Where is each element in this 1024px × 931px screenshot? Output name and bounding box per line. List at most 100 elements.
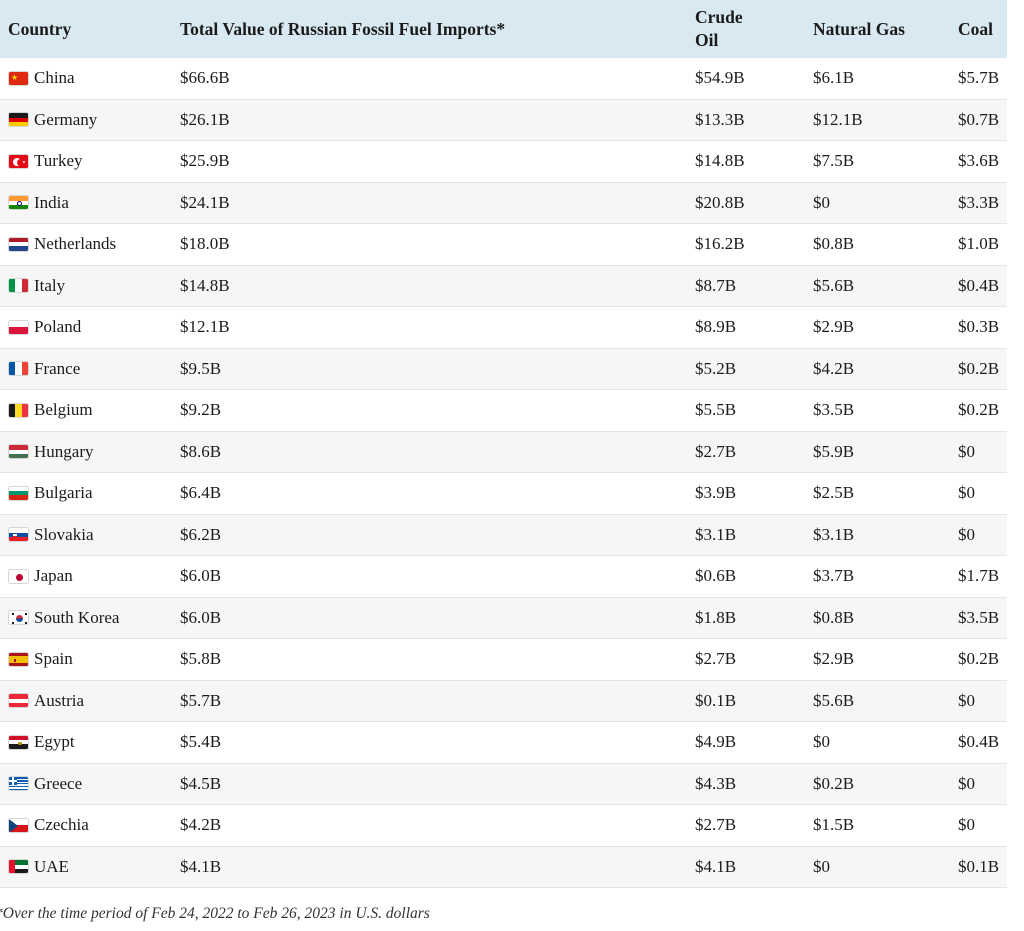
total-value-cell: $6.4B [180,483,222,503]
table-row: South Korea $6.0B $1.8B $0.8B $3.5B [0,597,1007,639]
crude-oil-cell: $8.7B [695,275,737,295]
country-name: Austria [34,690,85,710]
natural-gas-cell: $3.7B [813,566,855,586]
total-value-cell: $5.7B [180,690,222,710]
table-row: Hungary $8.6B $2.7B $5.9B $0 [0,431,1007,473]
table-row: UAE $4.1B $4.1B $0 $0.1B [0,846,1007,888]
crude-oil-cell: $4.3B [695,773,737,793]
table-row: Netherlands $18.0B $16.2B $0.8B $1.0B [0,224,1007,266]
country-name: Slovakia [34,524,94,544]
country-cell: Egypt [0,732,180,752]
natural-gas-cell: $2.9B [813,317,855,337]
country-name: Poland [34,317,82,337]
coal-cell: $0 [958,773,975,793]
table-header-row: Country Total Value of Russian Fossil Fu… [0,0,1007,58]
table-row: Spain $5.8B $2.7B $2.9B $0.2B [0,639,1007,681]
country-cell: Japan [0,566,180,586]
natural-gas-cell: $0 [813,732,830,752]
flag-spain-icon [8,651,29,667]
total-value-cell: $8.6B [180,441,222,461]
coal-cell: $0 [958,441,975,461]
country-cell: Bulgaria [0,483,180,503]
flag-slovakia-icon [8,527,29,543]
crude-oil-cell: $2.7B [695,441,737,461]
total-value-cell: $6.0B [180,566,222,586]
country-name: Turkey [34,151,83,171]
crude-oil-cell: $2.7B [695,649,737,669]
flag-france-icon [8,361,29,377]
crude-oil-cell: $4.9B [695,732,737,752]
coal-cell: $0.1B [958,856,1000,876]
crude-oil-cell: $3.9B [695,483,737,503]
crude-oil-cell: $16.2B [695,234,745,254]
crude-oil-cell: $13.3B [695,109,745,129]
crude-oil-header-label: Crude Oil [695,7,743,50]
total-value-cell: $5.4B [180,732,222,752]
natural-gas-cell: $2.5B [813,483,855,503]
country-name: Japan [34,566,73,586]
country-cell: Slovakia [0,525,180,545]
total-value-cell: $9.5B [180,358,222,378]
crude-oil-cell: $20.8B [695,192,745,212]
coal-cell: $0.4B [958,275,1000,295]
total-value-cell: $6.2B [180,524,222,544]
table-footnote: *Over the time period of Feb 24, 2022 to… [0,905,430,922]
coal-cell: $0 [958,483,975,503]
country-name: India [34,192,69,212]
flag-india-icon [8,195,29,211]
coal-cell: $0.4B [958,732,1000,752]
coal-cell: $0.2B [958,358,1000,378]
total-value-cell: $12.1B [180,317,230,337]
country-cell: Hungary [0,442,180,462]
total-value-cell: $24.1B [180,192,230,212]
crude-oil-cell: $1.8B [695,607,737,627]
flag-china-icon: ★ [8,70,29,86]
country-cell: Poland [0,317,180,337]
coal-cell: $1.0B [958,234,1000,254]
natural-gas-cell: $0.8B [813,607,855,627]
flag-japan-icon [8,568,29,584]
table-body: ★ China $66.6B $54.9B $6.1B $5.7B Germany $26.1… [0,58,1007,888]
flag-poland-icon [8,319,29,335]
coal-cell: $3.5B [958,607,1000,627]
flag-egypt-icon [8,734,29,750]
table-row: Egypt $5.4B $4.9B $0 $0.4B [0,722,1007,764]
coal-cell: $3.3B [958,192,1000,212]
total-value-cell: $66.6B [180,68,230,88]
crude-oil-cell: $2.7B [695,815,737,835]
natural-gas-cell: $0.8B [813,234,855,254]
table-row: Austria $5.7B $0.1B $5.6B $0 [0,680,1007,722]
column-header-crude-oil: Crude Oil [695,6,813,52]
fossil-fuel-imports-table: Country Total Value of Russian Fossil Fu… [0,0,1007,888]
column-header-coal: Coal [958,18,993,39]
crude-oil-cell: $3.1B [695,524,737,544]
table-row: Slovakia $6.2B $3.1B $3.1B $0 [0,514,1007,556]
natural-gas-cell: $7.5B [813,151,855,171]
country-cell: Austria [0,691,180,711]
flag-belgium-icon [8,402,29,418]
country-name: Netherlands [34,234,117,254]
country-cell: Germany [0,110,180,130]
coal-cell: $1.7B [958,566,1000,586]
country-name: Germany [34,109,98,129]
table-row: Italy $14.8B $8.7B $5.6B $0.4B [0,265,1007,307]
country-cell: Greece [0,774,180,794]
natural-gas-cell: $5.6B [813,275,855,295]
flag-germany-icon [8,112,29,128]
country-cell: India [0,193,180,213]
natural-gas-cell: $3.5B [813,400,855,420]
column-header-total-value: Total Value of Russian Fossil Fuel Impor… [180,18,506,39]
country-name: Greece [34,773,83,793]
coal-cell: $0 [958,815,975,835]
country-cell: Netherlands [0,234,180,254]
country-name: Czechia [34,815,89,835]
total-value-cell: $6.0B [180,607,222,627]
country-name: China [34,68,75,88]
crude-oil-cell: $5.5B [695,400,737,420]
table-row: ★ China $66.6B $54.9B $6.1B $5.7B [0,58,1007,100]
country-cell: Italy [0,276,180,296]
natural-gas-cell: $3.1B [813,524,855,544]
total-value-cell: $4.2B [180,815,222,835]
country-cell: South Korea [0,608,180,628]
coal-cell: $0.7B [958,109,1000,129]
